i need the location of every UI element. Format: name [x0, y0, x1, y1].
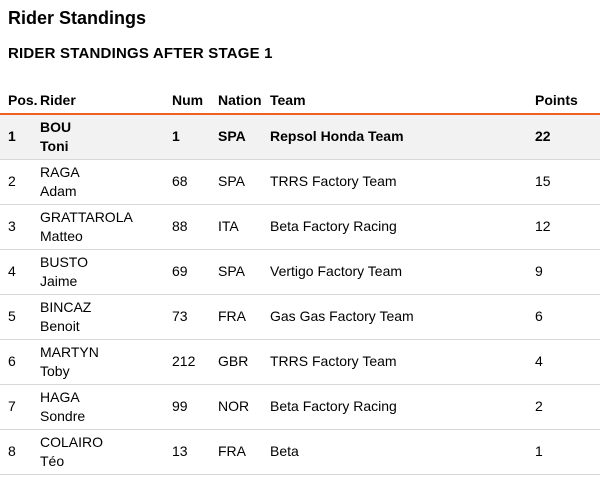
column-header-rider: Rider	[32, 88, 164, 115]
position-cell: 2	[0, 159, 32, 205]
points-cell: 15	[527, 159, 600, 205]
rider-firstname: Adam	[40, 182, 77, 199]
nation-cell: SPA	[210, 114, 262, 160]
number-cell: 88	[164, 204, 210, 250]
position-cell: 7	[0, 384, 32, 430]
points-cell: 2	[527, 384, 600, 430]
nation-cell: SPA	[210, 159, 262, 205]
standings-page: Rider Standings RIDER STANDINGS AFTER ST…	[0, 8, 600, 475]
rider-surname: RAGA	[40, 163, 80, 180]
position-cell: 6	[0, 339, 32, 385]
points-cell: 4	[527, 339, 600, 385]
column-header-pos: Pos.	[0, 88, 38, 115]
table-row: 6 MARTYN Toby 212 GBR TRRS Factory Team 4	[0, 339, 600, 385]
rider-firstname: Téo	[40, 452, 65, 469]
position-cell: 3	[0, 204, 32, 250]
number-cell: 212	[164, 339, 210, 385]
rider-cell: HAGA Sondre	[32, 384, 164, 430]
rider-cell: RAGA Adam	[32, 159, 164, 205]
rider-firstname: Sondre	[40, 407, 86, 424]
rider-surname: BOU	[40, 118, 72, 135]
number-cell: 73	[164, 294, 210, 340]
rider-firstname: Benoit	[40, 317, 80, 334]
number-cell: 1	[164, 114, 210, 160]
rider-surname: MARTYN	[40, 343, 99, 360]
column-header-nation: Nation	[210, 88, 262, 115]
number-cell: 99	[164, 384, 210, 430]
team-cell: Gas Gas Factory Team	[262, 294, 527, 340]
table-row: 2 RAGA Adam 68 SPA TRRS Factory Team 15	[0, 159, 600, 205]
column-header-num: Num	[164, 88, 210, 115]
nation-cell: FRA	[210, 294, 262, 340]
points-cell: 22	[527, 114, 600, 160]
position-cell: 1	[0, 114, 32, 160]
rider-firstname: Toby	[40, 362, 70, 379]
nation-cell: SPA	[210, 249, 262, 295]
rider-surname: HAGA	[40, 388, 80, 405]
table-row: 8 COLAIRO Téo 13 FRA Beta 1	[0, 429, 600, 475]
column-header-points: Points	[527, 88, 600, 115]
standings-table-body: 1 BOU Toni 1 SPA Repsol Honda Team 22 2 RAGA Adam…	[0, 114, 600, 475]
position-cell: 8	[0, 429, 32, 475]
rider-surname: COLAIRO	[40, 433, 104, 450]
section-heading: RIDER STANDINGS AFTER STAGE 1	[8, 45, 273, 62]
table-row: 1 BOU Toni 1 SPA Repsol Honda Team 22	[0, 114, 600, 160]
table-row: 7 HAGA Sondre 99 NOR Beta Factory Racing 2	[0, 384, 600, 430]
team-cell: Vertigo Factory Team	[262, 249, 527, 295]
position-cell: 5	[0, 294, 32, 340]
team-cell: TRRS Factory Team	[262, 159, 527, 205]
number-cell: 68	[164, 159, 210, 205]
team-cell: Beta Factory Racing	[262, 384, 527, 430]
rider-cell: COLAIRO Téo	[32, 429, 164, 475]
number-cell: 69	[164, 249, 210, 295]
team-cell: TRRS Factory Team	[262, 339, 527, 385]
rider-cell: BINCAZ Benoit	[32, 294, 164, 340]
table-row: 5 BINCAZ Benoit 73 FRA Gas Gas Factory Team 6	[0, 294, 600, 340]
nation-cell: ITA	[210, 204, 262, 250]
rider-surname: BUSTO	[40, 253, 88, 270]
number-cell: 13	[164, 429, 210, 475]
standings-table: Pos. Rider Num Nation Team Points 1 BOU To…	[0, 88, 600, 475]
nation-cell: GBR	[210, 339, 262, 385]
rider-cell: BOU Toni	[32, 114, 164, 160]
rider-cell: GRATTAROLA Matteo	[32, 204, 164, 250]
standings-table-header: Pos. Rider Num Nation Team Points	[0, 88, 600, 115]
team-cell: Repsol Honda Team	[262, 114, 527, 160]
rider-firstname: Jaime	[40, 272, 78, 289]
team-cell: Beta	[262, 429, 527, 475]
rider-cell: BUSTO Jaime	[32, 249, 164, 295]
team-cell: Beta Factory Racing	[262, 204, 527, 250]
position-cell: 4	[0, 249, 32, 295]
points-cell: 1	[527, 429, 600, 475]
rider-firstname: Matteo	[40, 227, 83, 244]
nation-cell: FRA	[210, 429, 262, 475]
rider-cell: MARTYN Toby	[32, 339, 164, 385]
points-cell: 12	[527, 204, 600, 250]
table-row: 3 GRATTAROLA Matteo 88 ITA Beta Factory Racin…	[0, 204, 600, 250]
rider-firstname: Toni	[40, 137, 69, 154]
rider-surname: BINCAZ	[40, 298, 92, 315]
table-row: 4 BUSTO Jaime 69 SPA Vertigo Factory Team 9	[0, 249, 600, 295]
column-header-team: Team	[262, 88, 527, 115]
header-row: Pos. Rider Num Nation Team Points	[0, 88, 600, 115]
nation-cell: NOR	[210, 384, 262, 430]
points-cell: 6	[527, 294, 600, 340]
page-title: Rider Standings	[8, 8, 147, 28]
points-cell: 9	[527, 249, 600, 295]
rider-surname: GRATTAROLA	[40, 208, 133, 225]
